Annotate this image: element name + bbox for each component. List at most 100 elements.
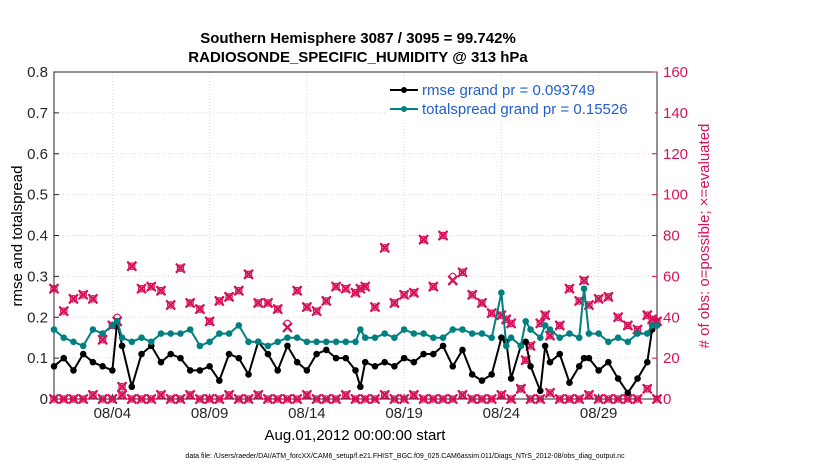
totalspread-point <box>313 338 320 346</box>
obs-zero-possible-marker <box>59 395 68 403</box>
obs-zero-evaluated-marker <box>457 389 468 400</box>
obs-zero-possible-marker <box>614 395 622 403</box>
obs-possible-marker <box>157 286 165 295</box>
rmse-point <box>439 342 447 350</box>
y-tick-label: 0.3 <box>27 268 48 285</box>
obs-possible-marker <box>186 299 194 307</box>
obs-possible-marker <box>380 243 389 252</box>
rmse-point <box>498 334 505 341</box>
totalspread-point <box>70 338 77 346</box>
obs-possible-marker <box>478 299 486 307</box>
obs-possible-marker <box>643 311 652 320</box>
rmse-point <box>186 367 194 374</box>
obs-evaluated-marker <box>175 263 186 274</box>
totalspread-point <box>420 330 427 337</box>
obs-zero-evaluated-marker <box>311 394 322 404</box>
obs-zero-evaluated-marker <box>360 394 371 404</box>
rmse-point <box>556 350 564 358</box>
obs-zero-evaluated-marker <box>97 394 108 404</box>
obs-evaluated-marker <box>185 297 196 308</box>
obs-possible-marker <box>137 284 146 293</box>
totalspread-point <box>332 338 340 346</box>
obs-zero-evaluated-marker <box>515 383 526 394</box>
obs-x-stroke <box>652 394 662 404</box>
obs-x-stroke <box>194 394 205 404</box>
obs-x-stroke <box>282 322 293 333</box>
totalspread-point <box>614 334 622 341</box>
obs-x-stroke <box>360 394 371 404</box>
rmse-point <box>167 350 175 358</box>
rmse-point <box>235 354 243 362</box>
rmse-point <box>225 350 233 358</box>
obs-x-stroke <box>311 394 322 404</box>
rmse-point <box>323 346 330 354</box>
totalspread-point <box>186 326 194 333</box>
obs-zero-possible-marker <box>458 391 467 399</box>
obs-evaluated-marker <box>545 330 556 341</box>
totalspread-point <box>507 334 515 341</box>
obs-zero-possible-marker <box>332 395 340 403</box>
totalspread-point <box>342 338 350 346</box>
obs-evaluated-marker <box>253 297 264 308</box>
totalspread-point <box>498 289 505 297</box>
obs-x-stroke <box>204 316 215 327</box>
rmse-point <box>580 354 588 362</box>
obs-x-stroke <box>126 394 137 404</box>
obs-zero-evaluated-marker <box>165 394 176 404</box>
obs-zero-possible-marker <box>50 395 58 403</box>
obs-x-stroke <box>369 394 380 404</box>
totalspread-point <box>634 330 641 337</box>
obs-x-stroke <box>155 389 166 400</box>
obs-possible-marker <box>303 303 311 311</box>
obs-zero-evaluated-marker <box>408 389 419 400</box>
obs-evaluated-marker <box>146 281 157 292</box>
obs-zero-possible-marker <box>604 395 613 403</box>
totalspread-point <box>624 338 632 346</box>
obs-zero-possible-marker <box>205 395 214 403</box>
totalspread-point <box>361 334 369 341</box>
rmse-point <box>79 350 87 358</box>
obs-x-stroke <box>340 389 351 400</box>
obs-evaluated-marker <box>321 295 332 306</box>
obs-evaluated-marker <box>622 320 633 331</box>
obs-evaluated-marker <box>647 314 658 325</box>
totalspread-point <box>109 322 116 329</box>
obs-zero-possible-marker <box>507 395 515 403</box>
obs-x-stroke <box>321 295 332 306</box>
obs-evaluated-marker <box>603 291 614 302</box>
obs-x-stroke <box>574 295 585 306</box>
rmse-point <box>643 358 651 366</box>
obs-possible-marker <box>332 282 340 291</box>
obs-zero-possible-marker <box>517 384 525 393</box>
obs-possible-marker <box>244 270 253 279</box>
obs-x-stroke <box>583 389 594 400</box>
x-tick-label: 08/09 <box>191 405 229 422</box>
obs-x-stroke <box>117 381 128 392</box>
obs-x-stroke <box>622 394 633 404</box>
totalspread-point <box>167 330 175 337</box>
obs-zero-possible-marker <box>555 395 564 403</box>
obs-x-stroke <box>301 389 312 400</box>
obs-evaluated-marker <box>428 281 439 292</box>
obs-zero-evaluated-marker <box>272 394 283 404</box>
totalspread-point <box>605 338 612 346</box>
obs-possible-marker <box>580 276 588 285</box>
obs-evaluated-marker <box>155 285 166 296</box>
obs-possible-marker <box>322 297 331 305</box>
obs-x-stroke <box>506 318 517 329</box>
obs-evaluated-marker <box>389 297 400 308</box>
obs-x-stroke <box>49 283 59 294</box>
obs-zero-evaluated-marker <box>331 394 342 404</box>
x-tick-label: 08/04 <box>94 405 132 422</box>
obs-evaluated-marker <box>78 289 89 300</box>
obs-possible-marker <box>487 309 496 317</box>
obs-zero-evaluated-marker <box>535 394 546 404</box>
obs-zero-evaluated-marker <box>58 394 69 404</box>
obs-evaluated-marker <box>438 230 449 241</box>
rmse-point <box>371 363 379 370</box>
obs-evaluated-marker <box>49 283 59 294</box>
obs-zero-possible-marker <box>361 395 370 403</box>
x-tick-label: 08/19 <box>385 405 423 422</box>
legend-rmse-label: rmse grand pr = 0.093749 <box>422 82 595 99</box>
obs-zero-possible-marker <box>225 391 233 399</box>
